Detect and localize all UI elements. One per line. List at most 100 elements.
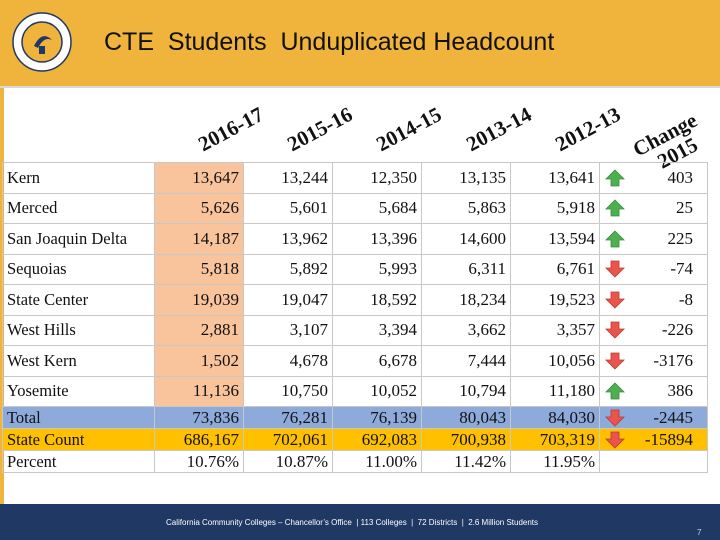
college-seal-icon	[12, 12, 72, 72]
footer-text: California Community Colleges – Chancell…	[166, 518, 539, 527]
row-label: State Center	[2, 284, 155, 316]
cell-2012-13: 11,180	[510, 375, 600, 407]
down-arrow-icon	[599, 284, 630, 316]
cell-change: 403	[629, 162, 708, 194]
cell-2016-17: 1,502	[154, 345, 244, 377]
cell-2014-15: 6,678	[332, 345, 422, 377]
cell-2015-16: 4,678	[243, 345, 333, 377]
up-arrow-icon	[599, 162, 630, 194]
cell-2016-17: 73,836	[154, 406, 244, 429]
cell-2014-15: 5,684	[332, 192, 422, 224]
cell-2014-15: 13,396	[332, 223, 422, 255]
cell-2015-16: 13,244	[243, 162, 333, 194]
cell-2014-15: 692,083	[332, 428, 422, 451]
row-label: Merced	[2, 192, 155, 224]
cell-2013-14: 3,662	[421, 314, 511, 346]
header-divider	[0, 86, 720, 88]
cell-2013-14: 80,043	[421, 406, 511, 429]
cell-2015-16: 76,281	[243, 406, 333, 429]
cell-2016-17: 686,167	[154, 428, 244, 451]
cell-change: -3176	[629, 345, 708, 377]
cell-2015-16: 702,061	[243, 428, 333, 451]
table-row-state-count: State Count 686,167 702,061 692,083 700,938 7…	[2, 428, 708, 451]
cell-2012-13: 5,918	[510, 192, 600, 224]
cell-2014-15: 11.00%	[332, 450, 422, 473]
cell-2012-13: 19,523	[510, 284, 600, 316]
cell-2012-13: 10,056	[510, 345, 600, 377]
headcount-table: Kern 13,647 13,244 12,350 13,135 13,641 403 Mer…	[2, 162, 708, 473]
cell-2016-17: 10.76%	[154, 450, 244, 473]
cell-2016-17: 2,881	[154, 314, 244, 346]
column-header-2014-15: 2014-15	[372, 102, 446, 157]
cell-2012-13: 703,319	[510, 428, 600, 451]
column-header-2013-14: 2013-14	[462, 102, 536, 157]
table-row-west-kern: West Kern 1,502 4,678 6,678 7,444 10,056 -3176	[2, 345, 708, 377]
slide-title: CTE Students Unduplicated Headcount	[104, 28, 555, 56]
cell-2014-15: 3,394	[332, 314, 422, 346]
table-row-sequoias: Sequoias 5,818 5,892 5,993 6,311 6,761 -74	[2, 253, 708, 285]
cell-change: -226	[629, 314, 708, 346]
row-label: Total	[2, 406, 155, 429]
cell-change: 225	[629, 223, 708, 255]
cell-2012-13: 13,594	[510, 223, 600, 255]
cell-2015-16: 3,107	[243, 314, 333, 346]
cell-2016-17: 5,818	[154, 253, 244, 285]
cell-change: -2445	[629, 406, 708, 429]
cell-2015-16: 19,047	[243, 284, 333, 316]
row-label: West Kern	[2, 345, 155, 377]
cell-change	[629, 450, 708, 473]
cell-2013-14: 5,863	[421, 192, 511, 224]
cell-2016-17: 14,187	[154, 223, 244, 255]
cell-2013-14: 18,234	[421, 284, 511, 316]
cell-change: 386	[629, 375, 708, 407]
headcount-table-region: 2016-17 2015-16 2014-15 2013-14 2012-13 …	[2, 92, 718, 473]
down-arrow-icon	[599, 428, 630, 451]
table-row-kern: Kern 13,647 13,244 12,350 13,135 13,641 403	[2, 162, 708, 194]
cell-2014-15: 12,350	[332, 162, 422, 194]
cell-2012-13: 13,641	[510, 162, 600, 194]
cell-2016-17: 13,647	[154, 162, 244, 194]
row-label: Yosemite	[2, 375, 155, 407]
cell-change: -8	[629, 284, 708, 316]
cell-2013-14: 13,135	[421, 162, 511, 194]
empty-arrow-cell	[599, 450, 630, 473]
cell-2013-14: 11.42%	[421, 450, 511, 473]
slide-header: CTE Students Unduplicated Headcount	[0, 0, 720, 88]
cell-2012-13: 3,357	[510, 314, 600, 346]
cell-2014-15: 76,139	[332, 406, 422, 429]
table-row-total: Total 73,836 76,281 76,139 80,043 84,030 -2445	[2, 406, 708, 429]
cell-change: -74	[629, 253, 708, 285]
page-number: 7	[697, 528, 702, 537]
table-row-west-hills: West Hills 2,881 3,107 3,394 3,662 3,357 -226	[2, 314, 708, 346]
table-row-percent: Percent 10.76% 10.87% 11.00% 11.42% 11.95%	[2, 450, 708, 473]
row-label: Kern	[2, 162, 155, 194]
cell-2012-13: 84,030	[510, 406, 600, 429]
row-label: San Joaquin Delta	[2, 223, 155, 255]
row-label: Percent	[2, 450, 155, 473]
row-label: West Hills	[2, 314, 155, 346]
down-arrow-icon	[599, 406, 630, 429]
cell-2013-14: 7,444	[421, 345, 511, 377]
column-header-2016-17: 2016-17	[194, 102, 268, 157]
cell-2014-15: 5,993	[332, 253, 422, 285]
cell-2015-16: 10,750	[243, 375, 333, 407]
cell-2015-16: 13,962	[243, 223, 333, 255]
column-header-2015-16: 2015-16	[283, 102, 357, 157]
cell-2016-17: 11,136	[154, 375, 244, 407]
row-label: Sequoias	[2, 253, 155, 285]
cell-2016-17: 19,039	[154, 284, 244, 316]
cell-2015-16: 5,601	[243, 192, 333, 224]
table-row-state-center: State Center 19,039 19,047 18,592 18,234 19,5…	[2, 284, 708, 316]
row-label: State Count	[2, 428, 155, 451]
up-arrow-icon	[599, 192, 630, 224]
table-row-merced: Merced 5,626 5,601 5,684 5,863 5,918 25	[2, 192, 708, 224]
table-row-yosemite: Yosemite 11,136 10,750 10,052 10,794 11,180 38…	[2, 375, 708, 407]
cell-change: -15894	[629, 428, 708, 451]
cell-2016-17: 5,626	[154, 192, 244, 224]
cell-2013-14: 700,938	[421, 428, 511, 451]
cell-2015-16: 5,892	[243, 253, 333, 285]
cell-2012-13: 11.95%	[510, 450, 600, 473]
cell-2014-15: 10,052	[332, 375, 422, 407]
column-header-2012-13: 2012-13	[551, 102, 625, 157]
cell-2014-15: 18,592	[332, 284, 422, 316]
